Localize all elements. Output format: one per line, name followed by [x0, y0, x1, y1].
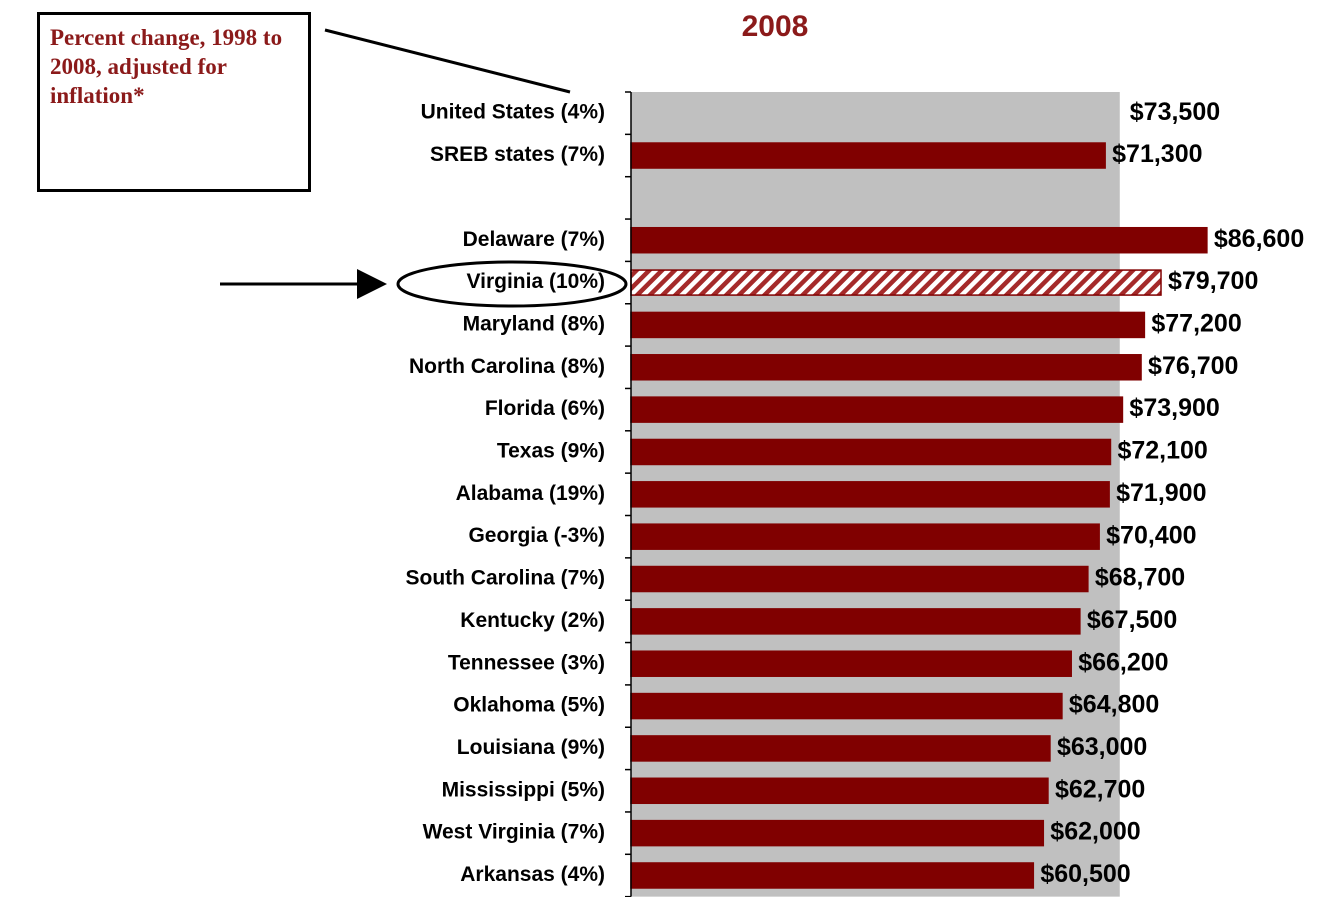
callout-line — [324, 28, 571, 94]
value-label: $71,900 — [1116, 479, 1206, 507]
y-tick-label: Tennessee (3%) — [448, 651, 605, 674]
value-label: $73,900 — [1129, 394, 1219, 422]
value-label: $77,200 — [1151, 310, 1241, 338]
y-tick-label: Virginia (10%) — [467, 270, 606, 293]
highlight-ellipse — [396, 260, 628, 308]
bar — [630, 777, 1049, 805]
value-label: $62,700 — [1055, 775, 1145, 803]
bar — [630, 523, 1100, 550]
value-label: $67,500 — [1087, 606, 1177, 634]
bar — [630, 481, 1110, 508]
bar — [630, 608, 1081, 635]
y-tick-label: Mississippi (5%) — [442, 778, 605, 801]
bar — [630, 311, 1146, 339]
bar — [630, 226, 1208, 254]
y-tick-label: United States (4%) — [421, 101, 605, 124]
chart-title: 2008 — [742, 10, 809, 43]
y-tick-label: Florida (6%) — [485, 397, 605, 420]
plot: United States (4%) $73,500 SREB states (7%… — [405, 91, 1304, 897]
value-label: $63,000 — [1057, 733, 1147, 761]
annotation: Percent change, 1998 to 2008, adjusted f… — [37, 12, 311, 192]
y-tick-label: Alabama (19%) — [456, 482, 605, 505]
value-label: $71,300 — [1112, 140, 1202, 168]
value-label: $66,200 — [1078, 648, 1168, 676]
y-tick-label: Louisiana (9%) — [457, 736, 605, 759]
bar — [630, 862, 1035, 889]
bar — [630, 692, 1063, 720]
value-label: $70,400 — [1106, 521, 1196, 549]
value-label: $72,100 — [1117, 437, 1207, 465]
value-label: $79,700 — [1168, 267, 1258, 295]
y-tick-label: Arkansas (4%) — [460, 863, 605, 886]
bar — [630, 735, 1051, 762]
y-tick-label: North Carolina (8%) — [409, 355, 605, 378]
y-tick-label: SREB states (7%) — [430, 143, 605, 166]
value-label: $68,700 — [1095, 564, 1185, 592]
y-tick-label: South Carolina (7%) — [405, 567, 605, 590]
y-tick-label: West Virginia (7%) — [423, 821, 605, 844]
value-label: $86,600 — [1214, 225, 1304, 253]
value-label: $60,500 — [1040, 860, 1130, 888]
value-label: $73,500 — [1130, 98, 1220, 126]
bar — [630, 565, 1089, 593]
y-tick-label: Maryland (8%) — [463, 312, 605, 335]
value-label: $64,800 — [1069, 691, 1159, 719]
y-tick-label: Delaware (7%) — [463, 228, 605, 251]
bar — [630, 819, 1045, 847]
bar — [630, 438, 1112, 466]
bar — [630, 396, 1124, 423]
bar — [630, 142, 1106, 169]
y-tick-label: Oklahoma (5%) — [453, 694, 605, 717]
value-label: $76,700 — [1148, 352, 1238, 380]
value-label: $62,000 — [1050, 818, 1140, 846]
bar — [630, 354, 1142, 381]
y-tick-label: Kentucky (2%) — [460, 609, 605, 632]
bar — [630, 269, 1162, 296]
y-tick-label: Georgia (-3%) — [468, 524, 605, 547]
bar — [630, 650, 1072, 677]
y-tick-label: Texas (9%) — [497, 440, 605, 463]
